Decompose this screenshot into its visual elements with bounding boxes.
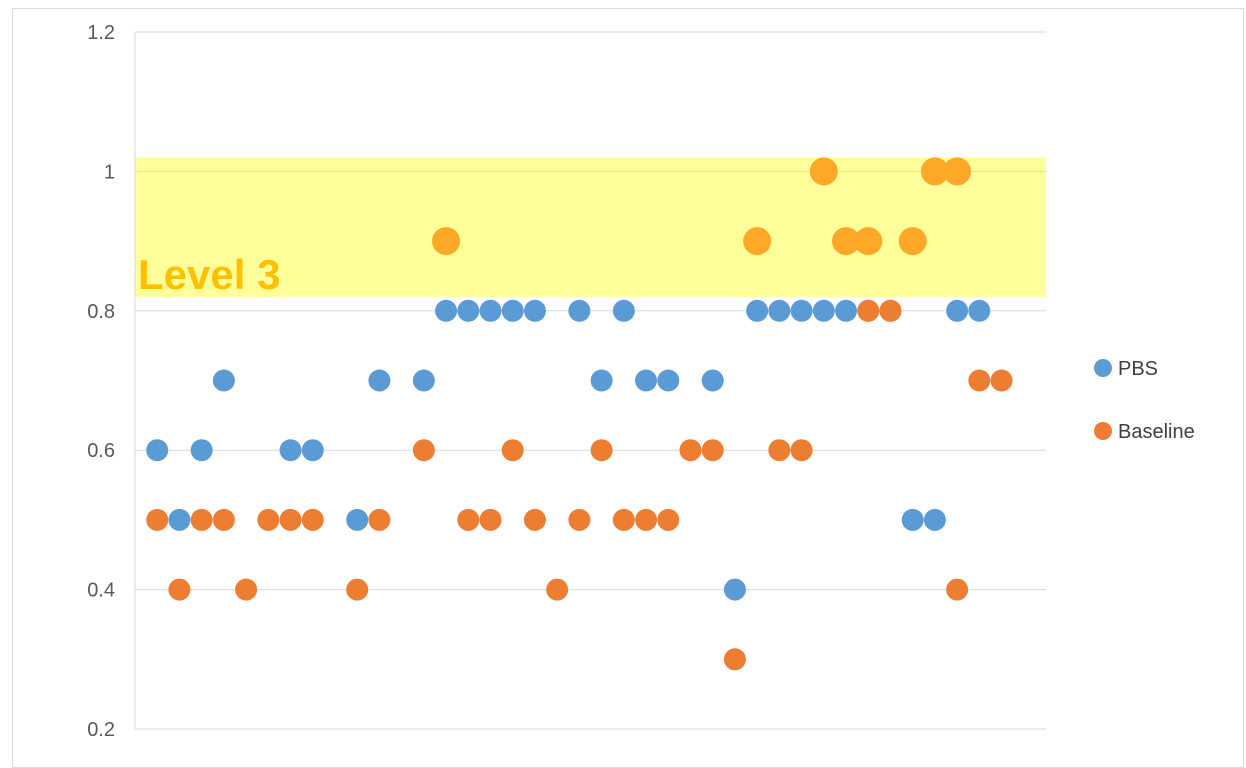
baseline-point	[657, 508, 680, 531]
pbs-point	[835, 299, 858, 322]
baseline-point	[968, 369, 991, 392]
pbs-point	[946, 299, 969, 322]
highlight-point	[743, 227, 772, 256]
baseline-point	[879, 299, 902, 322]
baseline-point	[768, 439, 791, 462]
baseline-point	[612, 508, 635, 531]
pbs-point	[523, 299, 546, 322]
pbs-point	[968, 299, 991, 322]
baseline-point	[790, 439, 813, 462]
baseline-point	[257, 508, 280, 531]
baseline-point	[146, 508, 169, 531]
pbs-point	[790, 299, 813, 322]
pbs-point	[146, 439, 169, 462]
y-tick-label: 1	[104, 161, 115, 183]
legend-marker-pbs	[1094, 359, 1112, 377]
y-tick-label: 0.8	[87, 301, 115, 323]
highlight-point	[832, 227, 861, 256]
pbs-point	[346, 508, 369, 531]
scatter-chart: 0.2 0.4 0.6 0.8 1 1.2 Level 3 PBS Baseline	[87, 22, 1195, 741]
pbs-point	[635, 369, 658, 392]
pbs-point	[368, 369, 391, 392]
baseline-point	[479, 508, 502, 531]
legend: PBS Baseline	[1094, 358, 1195, 443]
pbs-point	[768, 299, 791, 322]
y-tick-label: 0.2	[87, 719, 115, 741]
baseline-point	[346, 578, 369, 601]
pbs-point	[479, 299, 502, 322]
baseline-point	[546, 578, 569, 601]
pbs-point	[901, 508, 924, 531]
highlight-point	[898, 227, 927, 256]
baseline-point	[568, 508, 591, 531]
y-tick-label: 0.4	[87, 580, 115, 602]
pbs-point	[301, 439, 324, 462]
baseline-point	[457, 508, 480, 531]
baseline-point	[635, 508, 658, 531]
pbs-point	[435, 299, 458, 322]
pbs-point	[923, 508, 946, 531]
pbs-point	[190, 439, 213, 462]
pbs-point	[723, 578, 746, 601]
highlight-point	[432, 227, 461, 256]
y-tick-label: 1.2	[87, 22, 115, 44]
gridlines	[135, 31, 1046, 730]
y-tick-label: 0.6	[87, 440, 115, 462]
pbs-point	[612, 299, 635, 322]
baseline-point	[168, 578, 191, 601]
baseline-point	[190, 508, 213, 531]
baseline-point	[523, 508, 546, 531]
baseline-point	[279, 508, 302, 531]
baseline-point	[679, 439, 702, 462]
pbs-point	[457, 299, 480, 322]
pbs-point	[212, 369, 235, 392]
legend-label-baseline: Baseline	[1118, 421, 1195, 443]
highlight-point	[920, 157, 949, 186]
pbs-point	[701, 369, 724, 392]
legend-marker-baseline	[1094, 422, 1112, 440]
baseline-point	[212, 508, 235, 531]
pbs-point	[812, 299, 835, 322]
baseline-point	[301, 508, 324, 531]
baseline-point	[723, 648, 746, 671]
highlight-point	[854, 227, 883, 256]
data-points	[146, 157, 1013, 671]
pbs-point	[657, 369, 680, 392]
level-band-label: Level 3	[138, 251, 280, 298]
pbs-point	[568, 299, 591, 322]
baseline-point	[368, 508, 391, 531]
level-band	[135, 157, 1046, 297]
highlight-point	[809, 157, 838, 186]
baseline-point	[946, 578, 969, 601]
baseline-point	[857, 299, 880, 322]
pbs-point	[590, 369, 613, 392]
highlight-point	[943, 157, 972, 186]
baseline-point	[235, 578, 258, 601]
baseline-point	[501, 439, 524, 462]
baseline-point	[990, 369, 1013, 392]
pbs-point	[168, 508, 191, 531]
pbs-point	[501, 299, 524, 322]
pbs-point	[746, 299, 769, 322]
y-axis-tick-labels: 0.2 0.4 0.6 0.8 1 1.2	[87, 22, 115, 741]
baseline-point	[590, 439, 613, 462]
baseline-point	[412, 439, 435, 462]
pbs-point	[279, 439, 302, 462]
baseline-point	[701, 439, 724, 462]
legend-label-pbs: PBS	[1118, 358, 1158, 380]
pbs-point	[412, 369, 435, 392]
